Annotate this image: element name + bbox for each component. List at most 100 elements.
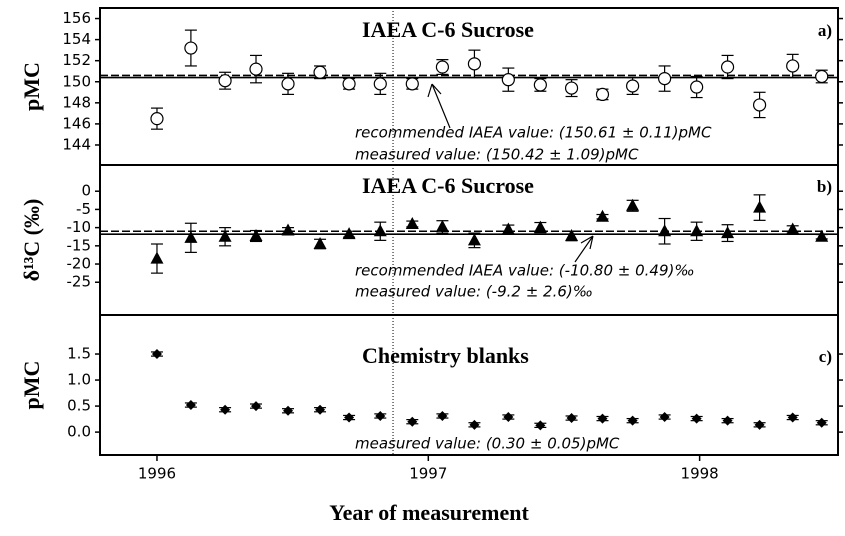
- marker: [344, 412, 355, 423]
- marker: [184, 230, 198, 243]
- y-tick-label: -15: [67, 236, 92, 254]
- marker: [405, 77, 419, 91]
- marker: [375, 410, 386, 421]
- y-tick-label: -10: [67, 218, 92, 236]
- marker: [373, 224, 387, 237]
- panel-title: IAEA C-6 Sucrose: [362, 173, 534, 198]
- marker: [315, 404, 326, 415]
- marker: [313, 237, 327, 250]
- marker: [501, 73, 515, 87]
- marker: [627, 415, 638, 426]
- marker: [566, 413, 577, 424]
- marker: [754, 419, 765, 430]
- marker: [249, 62, 263, 76]
- marker: [218, 229, 232, 242]
- marker: [787, 412, 798, 423]
- marker: [626, 79, 640, 93]
- marker: [691, 413, 702, 424]
- marker: [597, 413, 608, 424]
- annotation: recommended IAEA value: (-10.80 ± 0.49)‰: [355, 262, 695, 280]
- annotation: measured value: (-9.2 ± 2.6)‰: [355, 283, 593, 301]
- marker: [533, 78, 547, 92]
- marker: [786, 59, 800, 73]
- y-tick-label: 156: [62, 9, 91, 27]
- y-tick-label: 0.0: [67, 423, 91, 441]
- marker: [373, 77, 387, 91]
- y-tick-label: -25: [67, 273, 92, 291]
- marker: [249, 228, 263, 241]
- marker: [281, 223, 295, 236]
- marker: [251, 401, 262, 412]
- y-tick-label: 150: [62, 72, 91, 90]
- marker: [786, 222, 800, 235]
- marker: [720, 60, 735, 74]
- arrow: [574, 235, 594, 263]
- marker: [815, 69, 829, 84]
- marker: [150, 112, 164, 126]
- panel-title: Chemistry blanks: [362, 343, 529, 368]
- panel-label: a): [818, 21, 832, 40]
- marker: [659, 412, 670, 423]
- y-axis-label: pMC: [19, 361, 44, 410]
- y-axis-label: pMC: [19, 62, 44, 111]
- y-tick-label: 144: [62, 135, 91, 153]
- marker: [690, 224, 704, 237]
- marker: [283, 405, 294, 416]
- marker: [342, 77, 356, 91]
- marker: [658, 224, 672, 237]
- marker: [595, 209, 609, 222]
- annotation: measured value: (0.30 ± 0.05)pMC: [355, 435, 620, 453]
- marker: [467, 233, 481, 246]
- marker: [503, 412, 514, 423]
- marker: [626, 198, 640, 211]
- marker: [218, 74, 232, 88]
- marker: [533, 220, 547, 233]
- marker: [564, 81, 579, 95]
- marker: [690, 80, 704, 94]
- marker: [722, 415, 733, 426]
- marker: [467, 57, 482, 71]
- y-tick-label: 146: [62, 114, 91, 132]
- marker: [313, 65, 327, 79]
- marker: [753, 200, 767, 213]
- x-tick-label: 1996: [138, 465, 176, 483]
- arrow: [427, 83, 451, 129]
- marker: [815, 229, 829, 242]
- marker: [658, 71, 672, 86]
- y-tick-label: -5: [76, 200, 91, 218]
- y-tick-label: 1.5: [67, 345, 91, 363]
- annotation: recommended IAEA value: (150.61 ± 0.11)p…: [355, 124, 712, 142]
- annotation: measured value: (150.42 ± 1.09)pMC: [355, 146, 639, 164]
- panel-frame: [99, 314, 839, 456]
- marker: [220, 404, 231, 415]
- y-tick-label: 1.0: [67, 371, 91, 389]
- marker: [342, 227, 356, 240]
- y-tick-label: 0: [81, 182, 91, 200]
- marker: [185, 400, 196, 411]
- x-axis-label: Year of measurement: [329, 500, 529, 525]
- panel-title: IAEA C-6 Sucrose: [362, 17, 534, 42]
- marker: [469, 419, 480, 430]
- marker: [150, 251, 164, 264]
- y-tick-label: -20: [67, 255, 92, 273]
- marker: [435, 219, 449, 232]
- marker: [595, 87, 610, 102]
- y-tick-label: 0.5: [67, 397, 91, 415]
- y-axis-label: δ¹³C (‰): [19, 199, 44, 282]
- marker: [565, 228, 579, 241]
- x-tick-label: 1997: [409, 465, 447, 483]
- marker: [535, 420, 546, 431]
- marker: [405, 216, 419, 229]
- marker: [501, 222, 515, 235]
- marker: [407, 416, 418, 427]
- marker: [151, 349, 162, 360]
- y-tick-label: 148: [62, 93, 91, 111]
- marker: [435, 60, 450, 74]
- x-tick-label: 1998: [681, 465, 719, 483]
- y-tick-label: 154: [62, 30, 91, 48]
- marker: [184, 41, 198, 55]
- panel-label: b): [817, 177, 832, 196]
- marker: [752, 98, 767, 112]
- marker: [816, 417, 827, 428]
